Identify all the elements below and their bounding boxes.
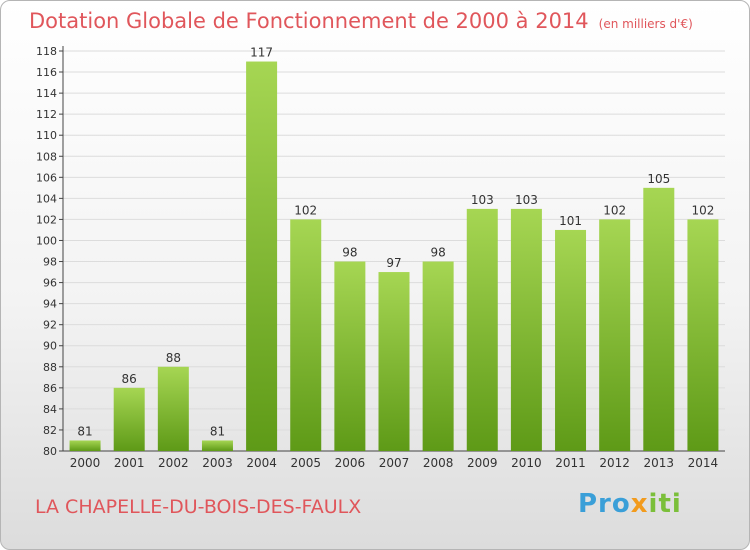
y-tick-label: 80 <box>43 445 57 458</box>
data-label-2005: 102 <box>294 203 317 217</box>
data-label-2001: 86 <box>122 372 137 386</box>
y-tick-label: 88 <box>43 361 57 374</box>
data-label-2008: 98 <box>430 246 445 260</box>
data-label-2003: 81 <box>210 424 225 438</box>
y-tick-label: 96 <box>43 277 57 290</box>
y-tick-label: 114 <box>36 87 57 100</box>
x-tick-label-2013: 2013 <box>644 456 675 470</box>
y-tick-label: 108 <box>36 150 57 163</box>
bar-2014 <box>687 219 719 451</box>
x-tick-label-2003: 2003 <box>202 456 233 470</box>
y-tick-label: 94 <box>43 298 57 311</box>
y-tick-label: 82 <box>43 424 57 437</box>
bar-2003 <box>201 440 233 451</box>
title-text: Dotation Globale de Fonctionnement de 20… <box>29 9 589 33</box>
chart-title: Dotation Globale de Fonctionnement de 20… <box>29 9 693 33</box>
bar-2012 <box>599 219 631 451</box>
x-tick-label-2012: 2012 <box>599 456 630 470</box>
y-tick-label: 90 <box>43 340 57 353</box>
data-label-2002: 88 <box>166 351 181 365</box>
x-tick-label-2006: 2006 <box>335 456 366 470</box>
y-tick-label: 112 <box>36 108 57 121</box>
unit-label: (en milliers d'€) <box>598 17 693 31</box>
x-tick-label-2009: 2009 <box>467 456 498 470</box>
x-tick-label-2000: 2000 <box>70 456 101 470</box>
y-tick-label: 104 <box>36 192 57 205</box>
bar-2000 <box>69 440 101 451</box>
data-label-2013: 105 <box>647 172 670 186</box>
y-tick-label: 84 <box>43 403 57 416</box>
bar-2009 <box>466 208 498 451</box>
y-tick-label: 102 <box>36 213 57 226</box>
bar-2008 <box>422 261 454 451</box>
bar-2007 <box>378 272 410 451</box>
x-tick-label-2011: 2011 <box>555 456 586 470</box>
x-tick-label-2001: 2001 <box>114 456 145 470</box>
y-tick-label: 118 <box>36 45 57 58</box>
data-label-2009: 103 <box>471 193 494 207</box>
data-label-2004: 117 <box>250 46 273 60</box>
y-tick-label: 92 <box>43 319 57 332</box>
bar-2013 <box>643 187 675 451</box>
y-tick-label: 110 <box>36 129 57 142</box>
x-tick-label-2010: 2010 <box>511 456 542 470</box>
proxiti-logo: Proxiti <box>578 489 682 519</box>
y-tick-label: 116 <box>36 66 57 79</box>
x-tick-label-2002: 2002 <box>158 456 189 470</box>
bar-2001 <box>113 387 145 451</box>
x-tick-label-2004: 2004 <box>246 456 277 470</box>
x-tick-label-2014: 2014 <box>688 456 719 470</box>
data-label-2012: 102 <box>603 203 626 217</box>
bar-2006 <box>334 261 366 451</box>
bar-2002 <box>157 366 189 451</box>
y-tick-label: 106 <box>36 171 57 184</box>
data-label-2010: 103 <box>515 193 538 207</box>
commune-name: LA CHAPELLE-DU-BOIS-DES-FAULX <box>35 496 362 518</box>
data-label-2000: 81 <box>77 424 92 438</box>
y-tick-label: 86 <box>43 382 57 395</box>
bar-2011 <box>555 229 587 451</box>
bar-2005 <box>290 219 322 451</box>
x-tick-label-2005: 2005 <box>290 456 321 470</box>
data-label-2011: 101 <box>559 214 582 228</box>
data-label-2014: 102 <box>691 203 714 217</box>
x-tick-label-2007: 2007 <box>379 456 410 470</box>
x-tick-label-2008: 2008 <box>423 456 454 470</box>
y-tick-label: 98 <box>43 256 57 269</box>
y-tick-label: 100 <box>36 234 57 247</box>
data-label-2007: 97 <box>386 256 401 270</box>
bar-2010 <box>510 208 542 451</box>
data-label-2006: 98 <box>342 246 357 260</box>
bar-2004 <box>246 61 278 452</box>
